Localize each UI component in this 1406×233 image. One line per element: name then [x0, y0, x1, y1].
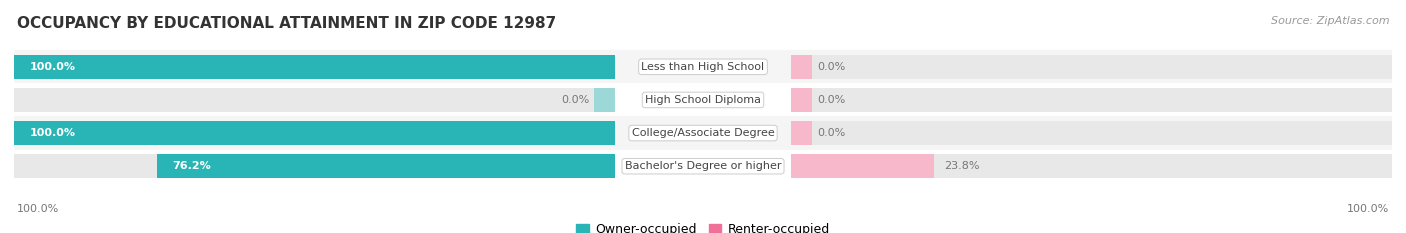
- Bar: [14, 150, 1392, 183]
- Text: OCCUPANCY BY EDUCATIONAL ATTAINMENT IN ZIP CODE 12987: OCCUPANCY BY EDUCATIONAL ATTAINMENT IN Z…: [17, 16, 557, 31]
- Text: 100.0%: 100.0%: [1347, 204, 1389, 214]
- Text: 100.0%: 100.0%: [30, 128, 76, 138]
- Bar: [792, 55, 1392, 79]
- Text: Source: ZipAtlas.com: Source: ZipAtlas.com: [1271, 16, 1389, 26]
- Bar: [792, 88, 811, 112]
- Text: Bachelor's Degree or higher: Bachelor's Degree or higher: [624, 161, 782, 171]
- Bar: [792, 154, 934, 178]
- Bar: [792, 121, 1392, 145]
- Bar: [792, 88, 1392, 112]
- Bar: [595, 88, 614, 112]
- Bar: [792, 121, 811, 145]
- Text: 0.0%: 0.0%: [817, 128, 845, 138]
- Text: College/Associate Degree: College/Associate Degree: [631, 128, 775, 138]
- Bar: [157, 154, 614, 178]
- Bar: [14, 55, 614, 79]
- Text: 23.8%: 23.8%: [945, 161, 980, 171]
- Text: 100.0%: 100.0%: [17, 204, 59, 214]
- Text: Less than High School: Less than High School: [641, 62, 765, 72]
- Bar: [14, 121, 614, 145]
- Text: 0.0%: 0.0%: [817, 95, 845, 105]
- Bar: [14, 88, 614, 112]
- Bar: [14, 50, 1392, 83]
- Bar: [792, 154, 1392, 178]
- Bar: [14, 83, 1392, 116]
- Text: 76.2%: 76.2%: [173, 161, 211, 171]
- Legend: Owner-occupied, Renter-occupied: Owner-occupied, Renter-occupied: [571, 219, 835, 233]
- Bar: [14, 121, 614, 145]
- Text: High School Diploma: High School Diploma: [645, 95, 761, 105]
- Text: 0.0%: 0.0%: [561, 95, 589, 105]
- Bar: [792, 55, 811, 79]
- Text: 100.0%: 100.0%: [30, 62, 76, 72]
- Text: 0.0%: 0.0%: [817, 62, 845, 72]
- Bar: [14, 154, 614, 178]
- Bar: [14, 55, 614, 79]
- Bar: [14, 116, 1392, 150]
